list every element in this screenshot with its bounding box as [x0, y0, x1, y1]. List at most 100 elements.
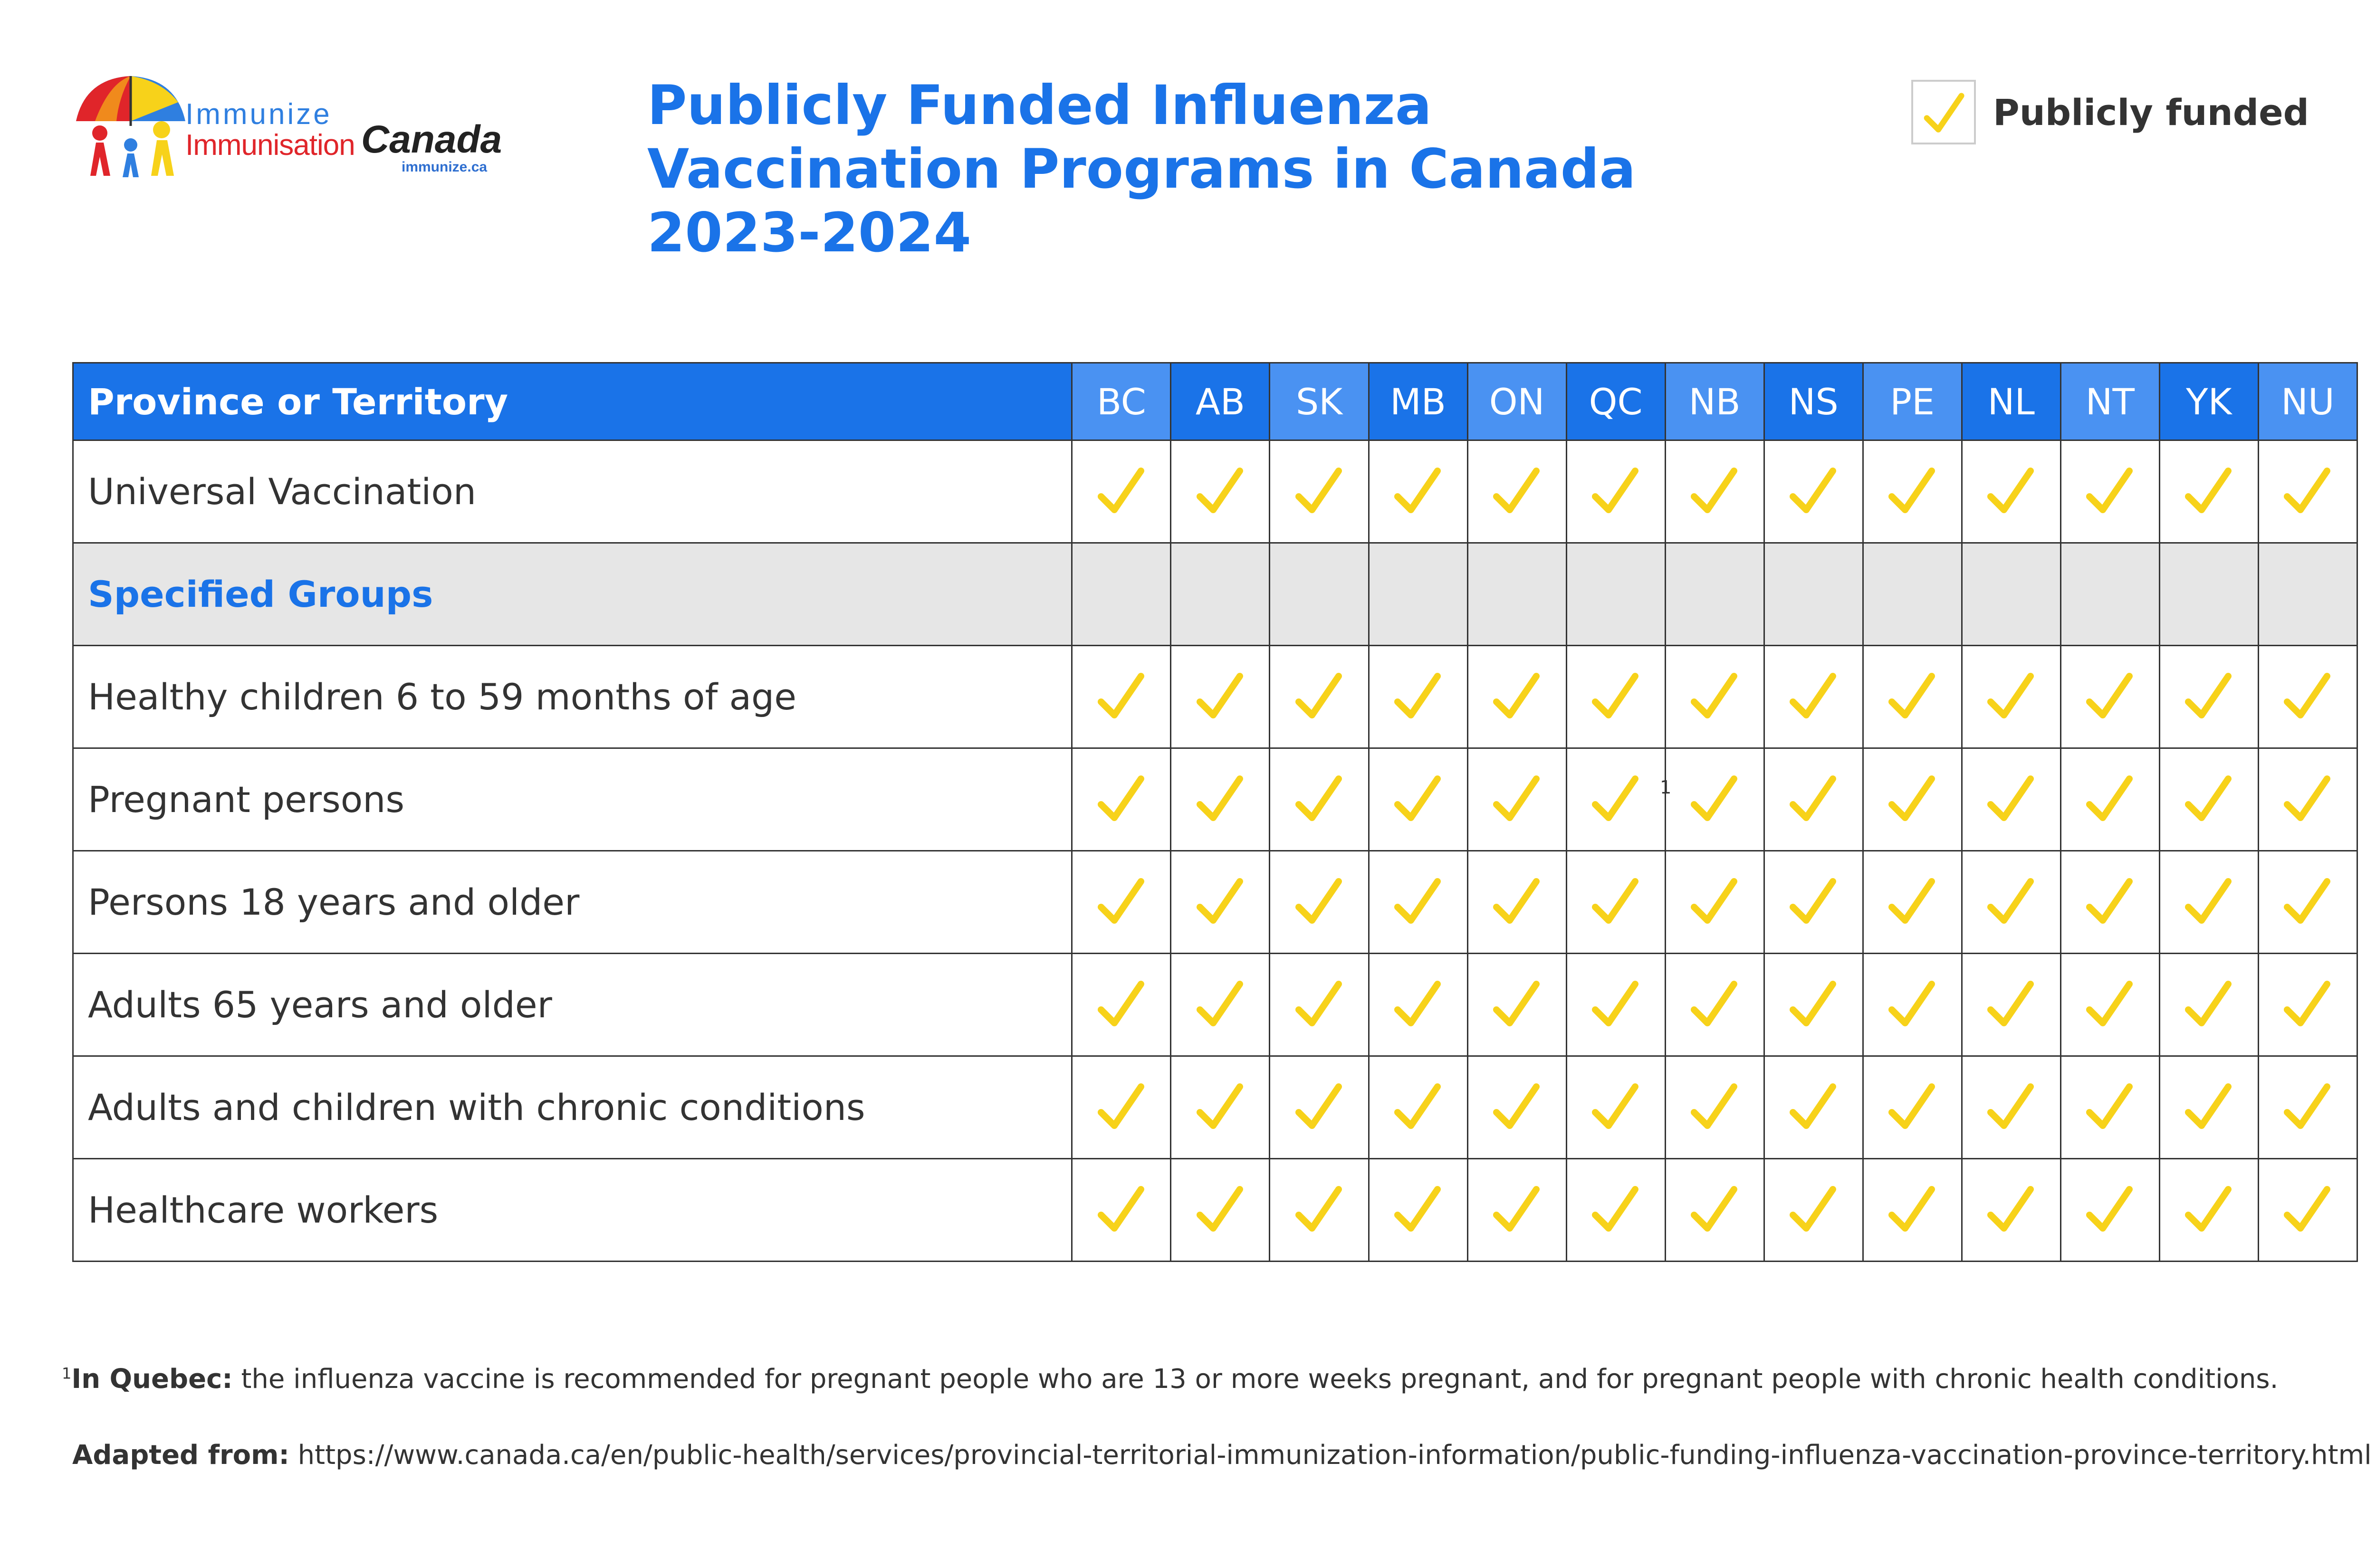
- header-province-or-territory: Province or Territory: [72, 362, 1073, 441]
- checkmark-icon: [2185, 775, 2232, 821]
- cell-on: [1466, 953, 1567, 1057]
- table-header-row: Province or Territory BC AB SK MB ON QC NB NS PE…: [72, 362, 2358, 441]
- checkmark-icon: [1924, 93, 1964, 133]
- funded-mark: [1688, 1181, 1741, 1238]
- funded-mark: [2183, 1181, 2235, 1238]
- funded-mark: 1: [1590, 770, 1671, 827]
- funded-mark: [1787, 462, 1839, 519]
- funded-mark: [1392, 462, 1444, 519]
- table-row: Adults and children with chronic conditi…: [72, 1055, 2358, 1159]
- checkmark-icon: [2185, 980, 2232, 1026]
- checkmark-icon: [1790, 775, 1837, 821]
- cell-yk: [2158, 747, 2259, 851]
- cell-yk: [2158, 440, 2259, 544]
- funded-mark: [2281, 668, 2334, 725]
- checkmark-icon: [1888, 980, 1935, 1026]
- cell-on: [1466, 850, 1567, 954]
- cell-nb: [1664, 1158, 1765, 1262]
- funded-mark: [1787, 770, 1839, 827]
- checkmark-icon: [2086, 878, 2133, 924]
- table-row: Adults 65 years and older: [72, 953, 2358, 1057]
- checkmark-icon: [1790, 467, 1837, 513]
- cell-pe: [1862, 850, 1963, 954]
- cell-sk: [1269, 1158, 1370, 1262]
- funded-mark: [1392, 770, 1444, 827]
- checkmark-icon: [1888, 1186, 1935, 1232]
- cell-nl: [1961, 953, 2061, 1057]
- source-url[interactable]: https://www.canada.ca/en/public-health/s…: [289, 1440, 2372, 1471]
- funded-mark: [2281, 975, 2334, 1033]
- cell-nl: [1961, 747, 2061, 851]
- funded-mark: [1590, 975, 1642, 1033]
- cell-sk: [1269, 645, 1370, 749]
- checkmark-icon: [1295, 775, 1342, 821]
- cell-bc: [1071, 747, 1172, 851]
- checkmark-icon: [1888, 775, 1935, 821]
- checkmark-icon: [2086, 672, 2133, 718]
- cell-on: [1466, 645, 1567, 749]
- cell-ns: [1763, 542, 1864, 646]
- table-group-row: Specified Groups: [72, 542, 2358, 646]
- cell-pe: [1862, 953, 1963, 1057]
- cell-mb: [1368, 542, 1468, 646]
- checkmark-icon: [1592, 775, 1639, 821]
- checkmark-icon: [1295, 1083, 1342, 1129]
- cell-nb: [1664, 542, 1765, 646]
- funded-mark: [1886, 770, 1938, 827]
- checkmark-icon: [2284, 980, 2331, 1026]
- cell-ns: [1763, 1055, 1864, 1159]
- funded-mark: [1590, 1181, 1642, 1238]
- cell-on: [1466, 542, 1567, 646]
- funded-mark: [1293, 770, 1345, 827]
- funded-mark: [2084, 873, 2136, 930]
- funded-mark: [1095, 668, 1148, 725]
- funded-mark: [2084, 668, 2136, 725]
- cell-pe: [1862, 1055, 1963, 1159]
- funded-mark: [1194, 770, 1246, 827]
- cell-ns: [1763, 850, 1864, 954]
- checkmark-icon: [1987, 467, 2034, 513]
- checkmark-icon: [1691, 467, 1738, 513]
- cell-nb: [1664, 850, 1765, 954]
- funded-mark: [1590, 668, 1642, 725]
- cell-nu: [2257, 850, 2358, 954]
- header-nb: NB: [1664, 362, 1765, 441]
- checkmark-icon: [1691, 1186, 1738, 1232]
- checkmark-icon: [1790, 980, 1837, 1026]
- cell-ab: [1170, 645, 1271, 749]
- row-label: Universal Vaccination: [72, 440, 1073, 544]
- checkmark-icon: [1987, 672, 2034, 718]
- row-label: Pregnant persons: [72, 747, 1073, 851]
- funded-mark: [1194, 1078, 1246, 1135]
- checkmark-icon: [2086, 980, 2133, 1026]
- checkmark-icon: [1394, 467, 1441, 513]
- checkmark-icon: [1196, 1186, 1243, 1232]
- checkmark-icon: [1691, 980, 1738, 1026]
- cell-ns: [1763, 440, 1864, 544]
- cell-qc: [1565, 850, 1666, 954]
- cell-ab: [1170, 1158, 1271, 1262]
- cell-nb: [1664, 440, 1765, 544]
- funded-mark: [1985, 1078, 2037, 1135]
- checkmark-icon: [1888, 467, 1935, 513]
- funded-mark: [1886, 975, 1938, 1033]
- funded-mark: [1392, 668, 1444, 725]
- cell-nt: [2060, 645, 2160, 749]
- cell-nt: [2060, 1055, 2160, 1159]
- cell-ab: [1170, 542, 1271, 646]
- checkmark-icon: [2284, 672, 2331, 718]
- funded-mark: [1491, 1181, 1543, 1238]
- funded-mark: [2281, 873, 2334, 930]
- funded-mark: [1491, 668, 1543, 725]
- table-body: Universal Vaccination Specified Groups Hea…: [72, 440, 2358, 1262]
- funded-mark: [1590, 873, 1642, 930]
- header-nl: NL: [1961, 362, 2061, 441]
- legend-swatch: [1911, 80, 1976, 144]
- cell-qc: [1565, 645, 1666, 749]
- checkmark-icon: [1394, 1186, 1441, 1232]
- checkmark-icon: [2185, 1186, 2232, 1232]
- funding-table: Province or Territory BC AB SK MB ON QC NB NS PE…: [72, 362, 2358, 1262]
- checkmark-icon: [1592, 980, 1639, 1026]
- cell-pe: [1862, 1158, 1963, 1262]
- funded-mark: [1688, 1078, 1741, 1135]
